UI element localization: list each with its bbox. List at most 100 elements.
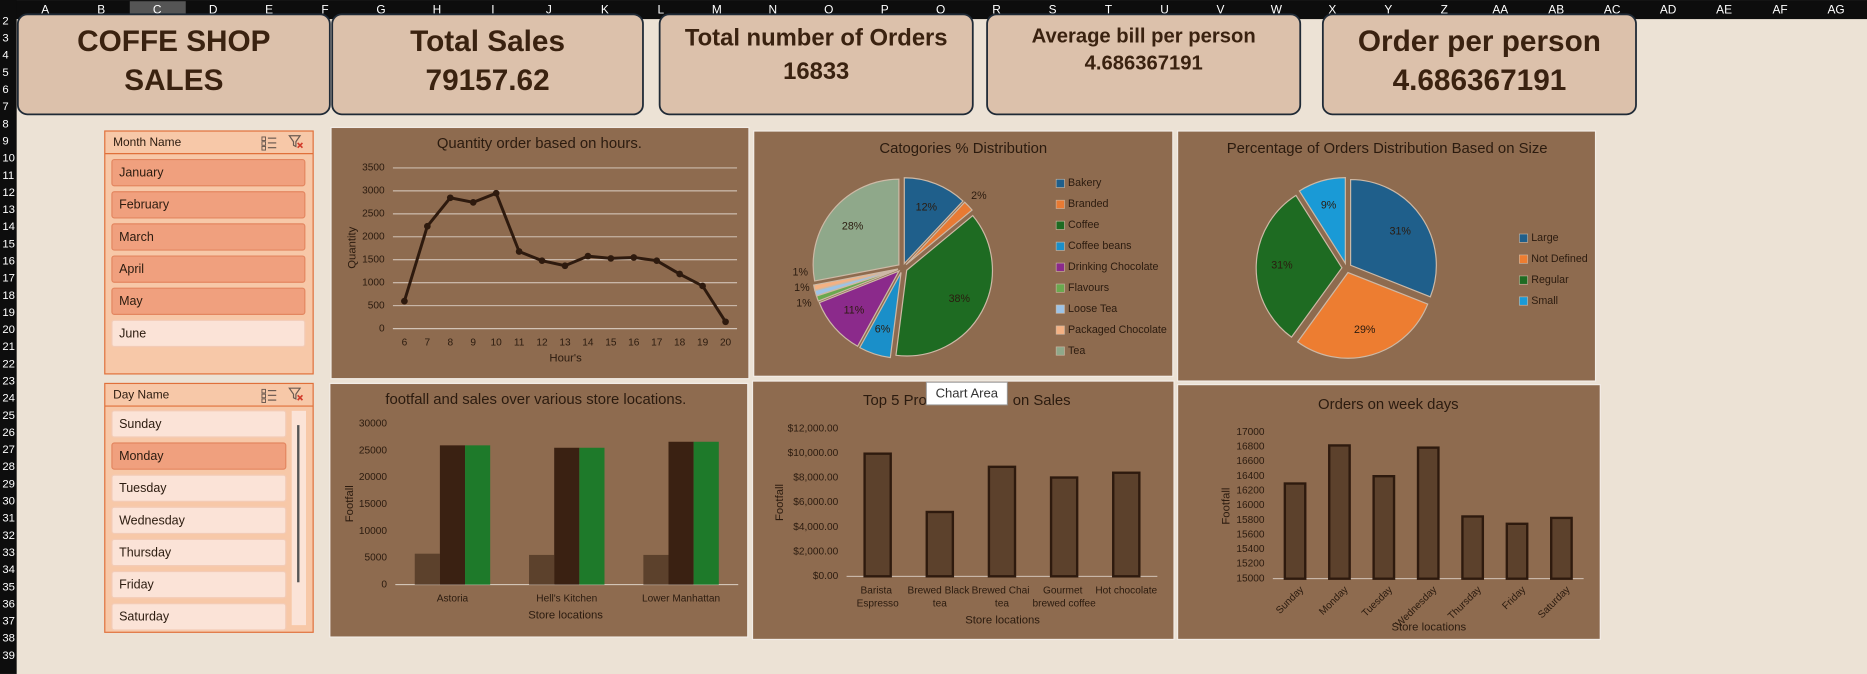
chart-area[interactable] (330, 126, 750, 380)
icon-x (297, 142, 304, 149)
row-header: 19 (2, 307, 15, 319)
chart-title: Quantity order based on hours. (437, 136, 642, 152)
column-header: Q (936, 2, 945, 16)
multi-select-button[interactable] (261, 136, 277, 151)
y-tick-label: 2500 (362, 209, 385, 220)
pie-label: 31% (1390, 225, 1412, 237)
x-tick-label: Brewed Black tea (907, 585, 972, 609)
y-tick-label: $2,000.00 (793, 546, 838, 557)
slicer-item[interactable] (111, 287, 306, 315)
slicer-item[interactable] (111, 191, 306, 219)
x-axis-title: Hour's (549, 352, 582, 364)
column-header: D (209, 2, 218, 16)
slicer-item-label: Wednesday (119, 513, 186, 527)
clear-filter-button[interactable] (288, 135, 304, 149)
slicer-item[interactable] (111, 570, 287, 599)
column-header: R (992, 2, 1001, 16)
pie-slice (1296, 271, 1429, 359)
x-axis-title: Store locations (965, 614, 1040, 626)
x-axis-title: Store locations (528, 610, 603, 622)
slicer-item[interactable] (111, 410, 287, 438)
x-tick-label: Lower Manhattan (642, 594, 720, 605)
slicer-item[interactable] (111, 158, 306, 187)
line-marker (424, 222, 431, 230)
line-marker (699, 282, 706, 290)
kpi-title: Order per person (1358, 25, 1601, 58)
bar (1416, 446, 1440, 580)
y-tick-label: 1000 (362, 277, 385, 288)
row-header: 29 (2, 478, 15, 490)
row-header: 26 (2, 427, 15, 439)
slicer-item[interactable] (111, 538, 287, 567)
chart-title: footfall and sales over various store lo… (385, 392, 686, 408)
column-header: I (491, 2, 494, 16)
chart-title: Percentage of Orders Distribution Based … (1227, 141, 1548, 157)
slicer-item[interactable] (111, 506, 287, 535)
slicer-title: Day Name (113, 387, 170, 401)
row-header: 36 (2, 598, 15, 610)
legend-label: Coffee beans (1068, 240, 1131, 252)
y-tick-label: 30000 (359, 419, 387, 430)
column-header: AA (1492, 2, 1508, 16)
bar (863, 452, 892, 578)
bar (1461, 515, 1485, 580)
column-header: A (41, 2, 49, 16)
pie-label: 11% (844, 305, 865, 317)
row-header: 6 (2, 84, 8, 96)
pie-label: 2% (971, 190, 987, 202)
kpi-title: Total Sales (410, 25, 565, 58)
row-header: 20 (2, 324, 15, 336)
legend-swatch (1519, 233, 1528, 243)
kpi-card (16, 13, 331, 116)
column-header: C (153, 2, 162, 16)
legend-label: Regular (1531, 274, 1569, 286)
row-header: 14 (2, 221, 15, 233)
legend-label: Bakery (1068, 177, 1102, 189)
column-header: V (1216, 2, 1224, 16)
icon-funnel (288, 135, 302, 148)
chart-area[interactable] (751, 380, 1175, 641)
y-tick-label: 3000 (362, 186, 385, 197)
pie-label: 6% (875, 323, 891, 335)
column-header: J (546, 2, 552, 16)
legend-label: Coffee (1068, 219, 1099, 231)
column-header: K (601, 2, 609, 16)
pie-label: 1% (796, 297, 812, 309)
slicer-item[interactable] (111, 319, 306, 348)
legend-swatch (1055, 283, 1065, 293)
line-marker (607, 255, 615, 262)
scrollbar-thumb[interactable] (297, 425, 300, 583)
bar (987, 465, 1017, 578)
y-tick-label: 3500 (362, 163, 385, 174)
clear-filter-button[interactable] (288, 387, 304, 401)
icon-box (261, 141, 266, 146)
x-tick-label: 17 (651, 338, 663, 349)
column-header: O (824, 2, 833, 16)
bar (925, 510, 955, 578)
bar (643, 554, 669, 585)
legend-label: Tea (1068, 345, 1085, 357)
bar (668, 441, 694, 585)
y-tick-label: 1500 (362, 254, 385, 265)
line-marker (561, 262, 569, 270)
slicer-item[interactable] (111, 442, 287, 470)
line-marker (630, 254, 638, 261)
multi-select-button[interactable] (261, 388, 277, 403)
y-tick-label: 16800 (1236, 442, 1264, 453)
y-tick-label: 15400 (1236, 544, 1264, 555)
slicer-item[interactable] (111, 474, 287, 502)
row-header: 34 (2, 564, 15, 576)
slicer-item-label: February (119, 198, 170, 212)
slicer-item[interactable] (111, 255, 306, 283)
line-marker (446, 194, 454, 202)
slicer-item[interactable] (111, 603, 287, 631)
y-tick-label: 16400 (1236, 471, 1264, 482)
column-header: AE (1716, 2, 1732, 16)
row-header: 22 (2, 358, 15, 370)
y-tick-label: 16600 (1236, 456, 1264, 467)
kpi-value: 79157.62 (426, 64, 550, 97)
legend-label: Loose Tea (1068, 303, 1117, 315)
x-tick-label: Barista Espresso (857, 585, 900, 609)
slicer-item[interactable] (111, 223, 306, 251)
icon-box (261, 136, 266, 142)
